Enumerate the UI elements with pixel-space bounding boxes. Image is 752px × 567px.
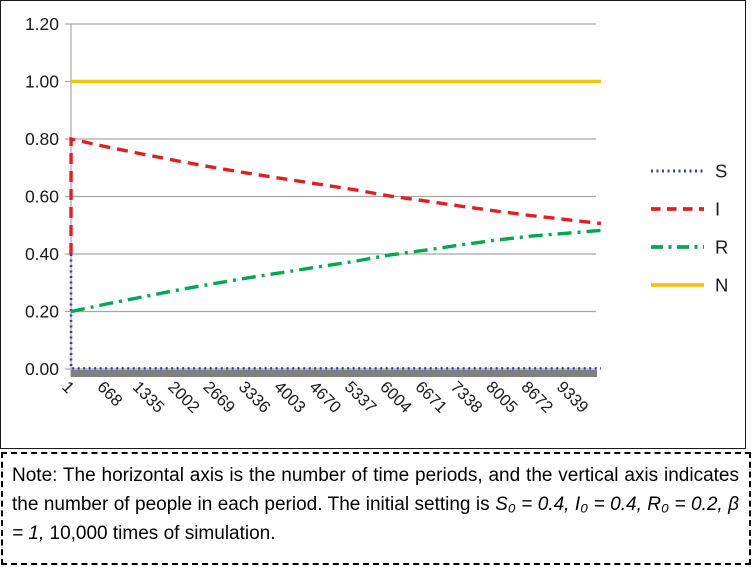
x-tick-label: 2669 bbox=[200, 378, 239, 417]
note-suffix: 10,000 times of simulation. bbox=[44, 523, 276, 544]
x-tick-label: 9339 bbox=[553, 378, 592, 417]
y-tick-label: 0.40 bbox=[25, 244, 59, 264]
x-tick-label: 1 bbox=[58, 378, 77, 397]
legend-label-I: I bbox=[715, 199, 720, 220]
x-tick-label: 1335 bbox=[129, 378, 168, 417]
note-text: Note: The horizontal axis is the number … bbox=[12, 461, 739, 548]
legend-label-R: R bbox=[715, 237, 728, 258]
x-tick-label: 2002 bbox=[164, 378, 203, 417]
x-tick-label: 6671 bbox=[412, 378, 451, 417]
y-tick-label: 0.20 bbox=[25, 302, 59, 322]
y-tick-label: 0.60 bbox=[25, 187, 59, 207]
y-tick-label: 1.00 bbox=[25, 72, 59, 92]
note-initial-settings: S₀ = 0.4, I₀ = 0.4, R₀ = 0.2, β = 1, bbox=[12, 494, 740, 544]
x-tick-label: 5337 bbox=[341, 378, 380, 417]
y-tick-label: 1.20 bbox=[25, 14, 59, 34]
x-tick-label: 4003 bbox=[270, 378, 309, 417]
x-tick-label: 7338 bbox=[447, 378, 486, 417]
series-line-S bbox=[69, 253, 601, 370]
x-tick-label: 8005 bbox=[482, 378, 521, 417]
x-tick-label: 4670 bbox=[306, 378, 345, 417]
x-axis-bar bbox=[71, 370, 597, 377]
y-tick-label: 0.80 bbox=[25, 129, 59, 149]
x-tick-label: 8672 bbox=[518, 378, 557, 417]
y-tick-label: 0.00 bbox=[25, 359, 59, 379]
legend-label-S: S bbox=[715, 161, 727, 182]
sir-simulation-chart: 0.00 0.20 0.40 0.60 0.80 1.00 1.20 1 668 1335 2002… bbox=[0, 0, 746, 449]
series-line-R bbox=[70, 228, 602, 314]
chart-canvas: 0.00 0.20 0.40 0.60 0.80 1.00 1.20 1 668 13352002… bbox=[25, 14, 728, 417]
x-tick-label: 6004 bbox=[376, 378, 415, 417]
x-tick-label: 3336 bbox=[235, 378, 274, 417]
x-tick-label: 668 bbox=[94, 378, 126, 410]
legend-label-N: N bbox=[715, 275, 728, 296]
note-box: Note: The horizontal axis is the number … bbox=[1, 452, 751, 565]
note-prefix: Note: The horizontal axis is the number … bbox=[12, 465, 739, 515]
series-line-I bbox=[69, 136, 602, 255]
